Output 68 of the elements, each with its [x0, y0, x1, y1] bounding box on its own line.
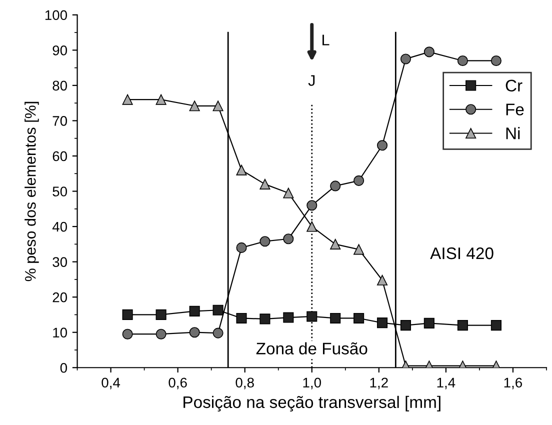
y-tick-label: 50 — [52, 186, 68, 196]
x-tick-label: 0,4 — [102, 378, 120, 390]
point — [189, 327, 200, 338]
point — [376, 274, 388, 286]
point — [122, 94, 133, 105]
x-tick-label: 1,4 — [437, 378, 456, 390]
point — [424, 46, 434, 58]
x-tick-label: 0,8 — [236, 378, 254, 390]
x-tick-label: 1,2 — [370, 378, 388, 390]
point — [330, 312, 341, 324]
point — [400, 320, 411, 331]
point — [457, 55, 468, 66]
y-tick-label: 60 — [52, 151, 68, 162]
point — [376, 318, 388, 328]
ref-line-label: J — [308, 75, 315, 86]
point — [212, 100, 224, 112]
point — [122, 309, 133, 320]
point — [122, 328, 133, 340]
point — [156, 309, 166, 320]
point — [330, 238, 341, 250]
point — [156, 94, 166, 105]
point — [283, 234, 294, 244]
y-tick-label: 100 — [45, 10, 68, 20]
point — [283, 188, 294, 198]
point — [306, 221, 318, 232]
point — [306, 200, 318, 211]
y-axis-title: % peso dos elementos [%] — [24, 102, 39, 282]
point — [490, 320, 502, 331]
legend-label: Ni — [506, 127, 520, 140]
x-tick-label: 1,6 — [504, 378, 522, 390]
point — [490, 55, 502, 66]
y-tick-label: 80 — [52, 80, 68, 91]
point — [424, 318, 434, 328]
point — [306, 311, 318, 322]
point — [354, 175, 364, 186]
point — [236, 164, 247, 176]
y-tick-label: 10 — [53, 328, 68, 338]
annotation: Zona de Fusão — [256, 342, 368, 354]
y-tick-label: 0 — [60, 362, 68, 373]
y-tick-label: 90 — [52, 45, 68, 56]
point — [212, 328, 224, 338]
y-tick-label: 40 — [52, 222, 68, 232]
annotation: AISI 420 — [430, 247, 494, 260]
annotation: L — [322, 34, 330, 46]
point — [400, 54, 411, 64]
legend-label: Cr — [506, 80, 522, 92]
point — [236, 242, 247, 253]
point — [376, 140, 388, 151]
point — [457, 320, 468, 331]
point — [189, 306, 200, 316]
x-tick-label: 0,6 — [168, 378, 187, 390]
point — [212, 304, 224, 316]
point — [330, 180, 341, 192]
point — [283, 312, 294, 323]
legend-label: Fe — [506, 104, 524, 116]
point — [260, 236, 270, 247]
y-tick-label: 70 — [52, 116, 68, 126]
x-tick-label: 1,0 — [303, 378, 321, 390]
point — [354, 312, 364, 324]
y-tick-label: 20 — [52, 292, 68, 302]
point — [156, 328, 166, 340]
y-tick-label: 30 — [52, 257, 68, 267]
point — [236, 312, 247, 324]
point — [189, 100, 200, 112]
point — [260, 314, 270, 324]
x-axis-title: Posição na seção transversal [mm] — [184, 396, 440, 412]
point — [354, 244, 364, 255]
point — [260, 178, 270, 190]
